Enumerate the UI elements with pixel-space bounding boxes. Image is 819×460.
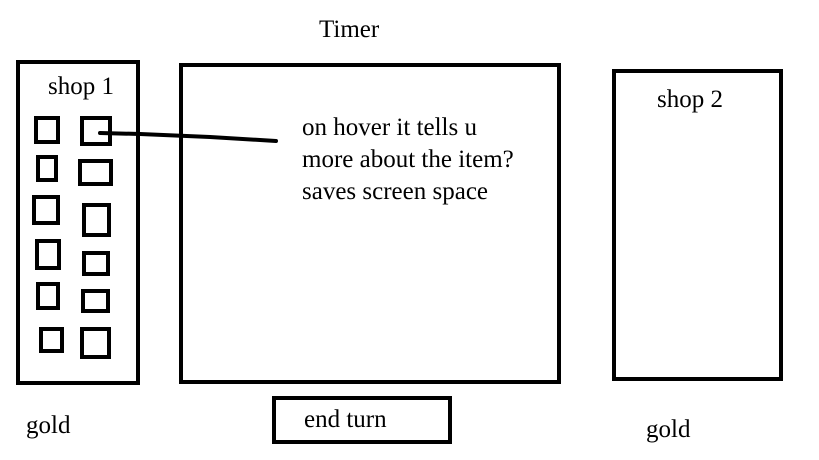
shop-item-slot[interactable] <box>82 251 110 276</box>
hover-note: on hover it tells u more about the item?… <box>302 112 514 208</box>
shop-item-slot[interactable] <box>32 195 60 225</box>
shop-1-title: shop 1 <box>48 73 114 100</box>
end-turn-button[interactable]: end turn <box>272 396 452 444</box>
shop-2-title: shop 2 <box>657 86 723 113</box>
hover-note-line: saves screen space <box>302 178 489 205</box>
shop-item-slot[interactable] <box>35 239 61 270</box>
hover-note-line: more about the item? <box>302 146 514 173</box>
timer-label: Timer <box>319 16 380 43</box>
gold-right-label: gold <box>646 416 691 443</box>
shop-item-slot[interactable] <box>82 203 111 237</box>
shop-item-slot[interactable] <box>78 159 113 186</box>
shop-item-slot[interactable] <box>39 327 64 353</box>
main-board <box>179 63 561 384</box>
shop-item-slot[interactable] <box>81 289 110 313</box>
gold-left-label: gold <box>26 412 71 439</box>
shop-item-slot[interactable] <box>34 116 60 144</box>
shop-item-slot[interactable] <box>36 282 60 310</box>
shop-item-slot[interactable] <box>80 327 111 359</box>
hover-note-line: on hover it tells u <box>302 114 477 141</box>
end-turn-label: end turn <box>304 406 387 433</box>
shop-item-slot[interactable] <box>36 155 58 182</box>
shop-item-slot[interactable] <box>80 116 112 146</box>
shop-2-panel <box>612 69 783 381</box>
